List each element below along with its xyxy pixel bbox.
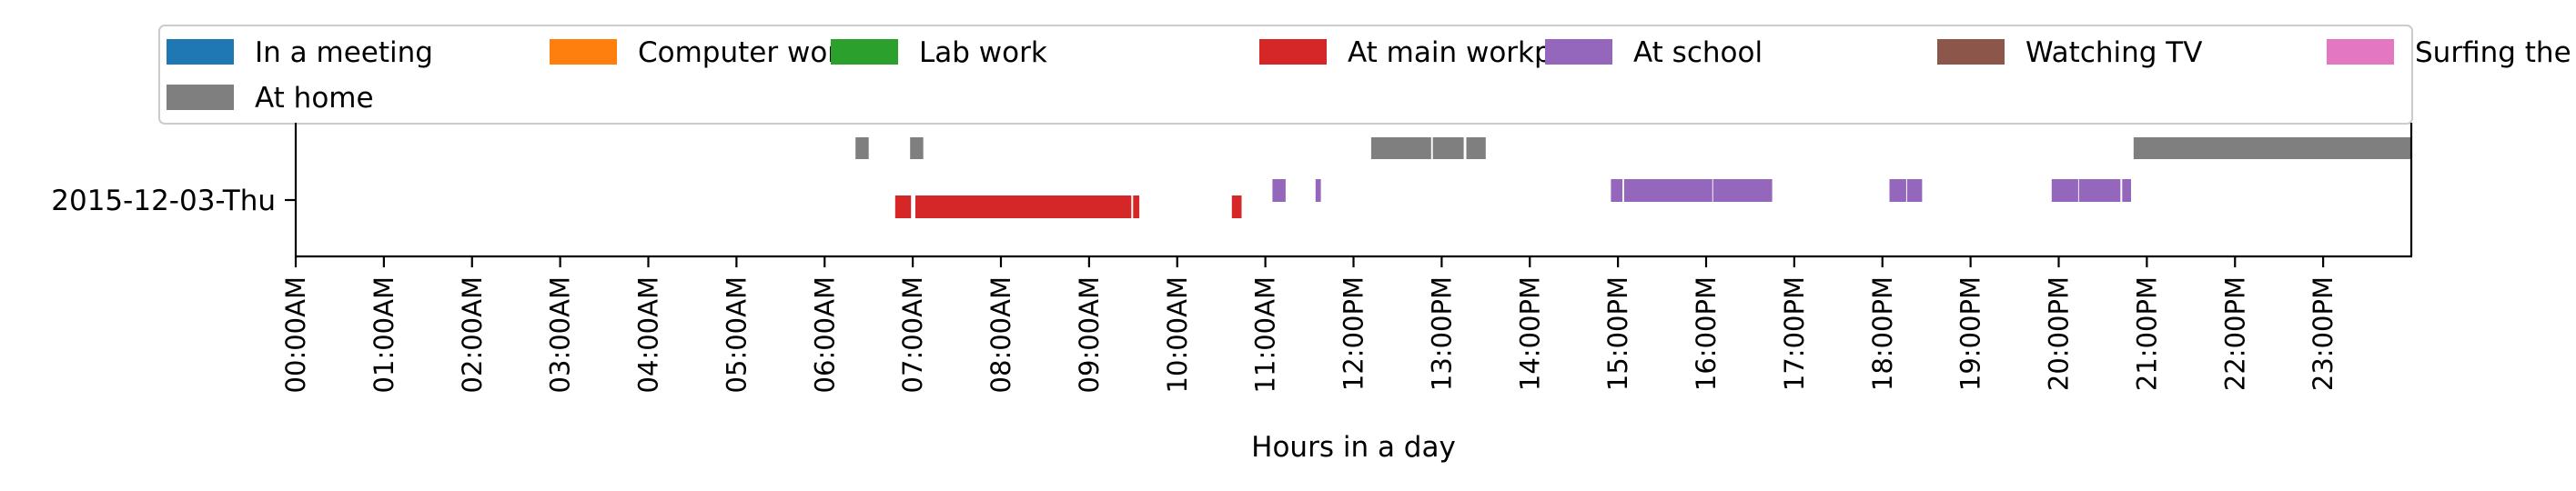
bar-at-home-0	[855, 137, 869, 159]
bar-at-school-9	[2122, 179, 2131, 202]
bar-at-school-0	[1272, 179, 1286, 202]
bar-at-school-8	[2078, 179, 2121, 202]
legend-swatch-at-main-workplace	[1259, 39, 1327, 65]
x-tick-label-21: 21:00PM	[2131, 276, 2162, 391]
x-tick-label-1: 01:00AM	[369, 276, 399, 393]
x-tick-label-8: 08:00AM	[985, 276, 1016, 393]
legend: In a meeting Computer work Lab work At main…	[158, 25, 2576, 125]
legend-label-computer-work: Computer work	[638, 36, 855, 69]
x-tick-label-13: 13:00PM	[1426, 276, 1457, 391]
bar-at-home-3	[1432, 137, 1464, 159]
x-ticks: 00:00AM 01:00AM 02:00AM 03:00AM 04:00AM 05:00…	[280, 256, 2339, 393]
x-tick-label-23: 23:00PM	[2308, 276, 2339, 391]
x-tick-label-4: 04:00AM	[633, 276, 664, 393]
x-tick-label-11: 11:00AM	[1250, 276, 1281, 393]
x-tick-label-12: 12:00PM	[1339, 276, 1369, 391]
legend-label-at-school: At school	[1633, 36, 1763, 69]
legend-swatch-at-home	[167, 85, 234, 110]
bar-at-school-7	[2051, 179, 2078, 202]
x-tick-label-19: 19:00PM	[1955, 276, 1986, 391]
legend-swatch-in-a-meeting	[167, 39, 234, 65]
bar-at-main-workplace-3	[1231, 195, 1242, 218]
x-tick-label-3: 03:00AM	[545, 276, 576, 393]
x-axis-title: Hours in a day	[1251, 431, 1456, 464]
bar-at-main-workplace-1	[915, 195, 1132, 218]
row-label: 2015-12-03-Thu	[51, 185, 276, 217]
bar-at-school-4	[1712, 179, 1773, 202]
legend-label-surfing-the-internet: Surfing the internet	[2415, 36, 2576, 69]
legend-label-lab-work: Lab work	[919, 36, 1047, 69]
bar-at-main-workplace-2	[1133, 195, 1140, 218]
x-tick-label-17: 17:00PM	[1779, 276, 1810, 391]
legend-frame	[158, 25, 2413, 125]
x-tick-label-7: 07:00AM	[897, 276, 928, 393]
bar-at-home-4	[1466, 137, 1486, 159]
legend-swatch-computer-work	[550, 39, 617, 65]
legend-label-in-a-meeting: In a meeting	[255, 36, 433, 69]
x-tick-label-9: 09:00AM	[1074, 276, 1105, 393]
x-tick-label-15: 15:00PM	[1602, 276, 1633, 391]
bar-at-school-6	[1906, 179, 1923, 202]
bar-at-school-5	[1889, 179, 1906, 202]
x-tick-label-2: 02:00AM	[457, 276, 488, 393]
x-tick-label-18: 18:00PM	[1867, 276, 1898, 391]
bar-at-home-2	[1370, 137, 1431, 159]
legend-swatch-surfing-the-internet	[2327, 39, 2394, 65]
x-tick-label-20: 20:00PM	[2044, 276, 2075, 391]
x-tick-label-10: 10:00AM	[1162, 276, 1193, 393]
bar-at-school-2	[1611, 179, 1622, 202]
x-tick-label-16: 16:00PM	[1691, 276, 1722, 391]
x-tick-label-6: 06:00AM	[809, 276, 840, 393]
x-tick-label-5: 05:00AM	[721, 276, 752, 393]
x-tick-label-22: 22:00PM	[2219, 276, 2250, 391]
bar-at-main-workplace-0	[894, 195, 912, 218]
legend-swatch-lab-work	[831, 39, 898, 65]
bar-at-home-5	[2133, 137, 2411, 159]
legend-label-at-home: At home	[255, 82, 374, 115]
bars	[855, 137, 2411, 218]
x-tick-label-0: 00:00AM	[280, 276, 311, 393]
bar-at-home-1	[910, 137, 924, 159]
bar-at-school-3	[1623, 179, 1712, 202]
legend-swatch-watching-tv	[1937, 39, 2005, 65]
bar-at-school-1	[1315, 179, 1321, 202]
legend-label-watching-tv: Watching TV	[2025, 36, 2202, 69]
legend-swatch-at-school	[1545, 39, 1612, 65]
x-tick-label-14: 14:00PM	[1514, 276, 1545, 391]
